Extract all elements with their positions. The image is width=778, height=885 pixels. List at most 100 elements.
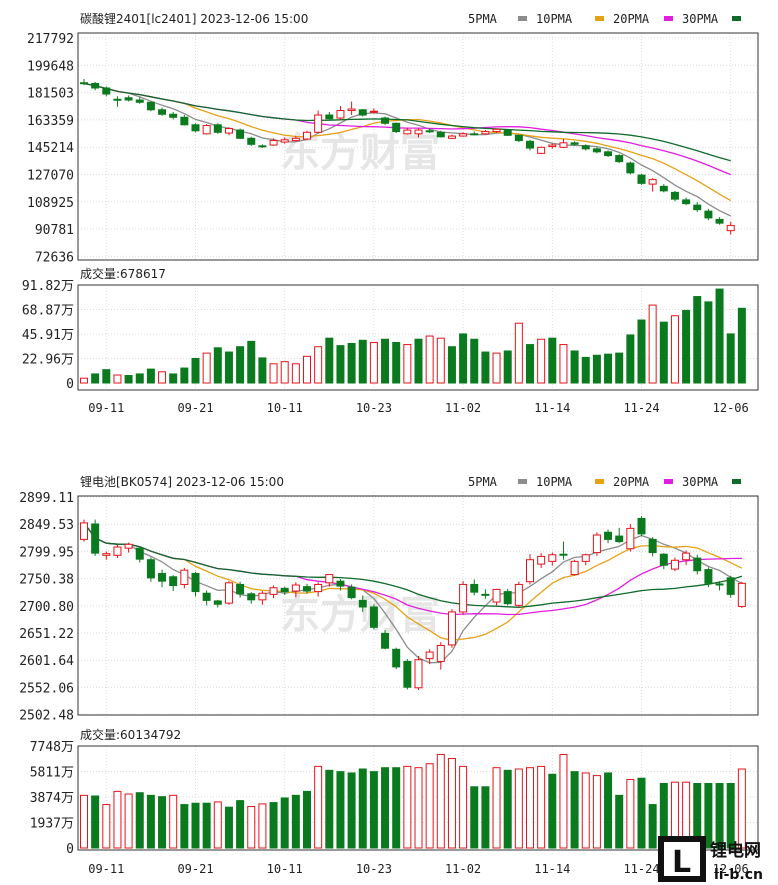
candle bbox=[492, 128, 501, 134]
candle-body bbox=[537, 555, 546, 565]
candle bbox=[191, 571, 200, 597]
volume-bar bbox=[414, 767, 423, 849]
chart-2-volume-label: 成交量:60134792 bbox=[80, 727, 181, 742]
ma30-swatch bbox=[732, 16, 741, 21]
candle-body bbox=[258, 145, 267, 148]
candle bbox=[325, 574, 334, 587]
site-logo: L 锂电网 li-b.cn bbox=[658, 836, 763, 883]
candle bbox=[180, 115, 189, 126]
volume-bar bbox=[403, 344, 412, 384]
candle-body bbox=[481, 593, 490, 596]
candle bbox=[682, 550, 691, 566]
date-tick-label: 11-24 bbox=[623, 862, 659, 876]
candle-body bbox=[202, 592, 211, 601]
volume-bar bbox=[158, 796, 167, 849]
volume-bar bbox=[102, 369, 111, 384]
candle bbox=[325, 112, 334, 120]
volume-bar bbox=[291, 363, 300, 384]
candle-body bbox=[470, 133, 479, 136]
volume-bar bbox=[213, 801, 222, 849]
candle bbox=[102, 551, 111, 560]
volume-bar bbox=[570, 771, 579, 849]
candle bbox=[135, 547, 144, 563]
volume-bar bbox=[436, 337, 445, 384]
ma5-swatch bbox=[518, 16, 527, 21]
candle bbox=[425, 649, 434, 665]
candle-body bbox=[336, 110, 345, 119]
volume-bar bbox=[514, 322, 523, 384]
volume-bar bbox=[503, 769, 512, 849]
candle bbox=[592, 532, 601, 556]
candle bbox=[91, 81, 100, 91]
chart-1-legend-ma20: 20PMA bbox=[613, 12, 650, 26]
volume-bar bbox=[615, 794, 624, 849]
candle-body bbox=[526, 140, 534, 149]
candle-body bbox=[604, 151, 613, 157]
volume-bar bbox=[659, 321, 668, 384]
candle-body bbox=[180, 116, 189, 126]
candle bbox=[447, 134, 456, 140]
volume-bar bbox=[314, 346, 323, 384]
volume-bar bbox=[91, 373, 100, 384]
candle bbox=[314, 110, 323, 134]
volume-tick-label: 45.91万 bbox=[22, 328, 74, 343]
candle bbox=[358, 109, 367, 117]
candle bbox=[358, 595, 367, 612]
candle-body bbox=[135, 547, 144, 560]
candle-body bbox=[492, 128, 501, 133]
price-tick-label: 108925 bbox=[27, 196, 74, 211]
candle-body bbox=[637, 174, 646, 184]
candle bbox=[314, 582, 323, 597]
volume-bar bbox=[191, 357, 200, 384]
candle-body bbox=[291, 584, 300, 592]
candle-body bbox=[314, 114, 323, 133]
price-tick-label: 72636 bbox=[35, 250, 74, 265]
candle bbox=[548, 552, 557, 566]
candle bbox=[258, 144, 267, 149]
candle-body bbox=[715, 583, 724, 586]
volume-bar bbox=[492, 352, 501, 384]
volume-bar bbox=[358, 768, 367, 849]
chart-1-date-axis: 09-11 09-21 10-11 10-23 11-02 11-14 11-24 12-06 bbox=[88, 401, 749, 415]
candle bbox=[604, 529, 613, 544]
price-tick-label: 90781 bbox=[35, 223, 74, 238]
date-tick-label: 11-02 bbox=[445, 401, 481, 415]
volume-tick-label: 1937万 bbox=[30, 817, 74, 832]
price-tick-label: 163359 bbox=[27, 114, 74, 129]
candle-body bbox=[704, 569, 713, 584]
candle bbox=[180, 567, 189, 589]
volume-bar bbox=[581, 772, 590, 849]
candle bbox=[213, 123, 222, 134]
chart-2-legend: 5PMA 10PMA 20PMA 30PMA bbox=[468, 475, 741, 489]
candle bbox=[247, 136, 256, 146]
candle-body bbox=[459, 583, 468, 613]
candle bbox=[224, 581, 233, 605]
volume-bar bbox=[291, 794, 300, 849]
candle-body bbox=[369, 606, 378, 628]
candle bbox=[347, 101, 356, 116]
candle-body bbox=[358, 109, 367, 116]
candle bbox=[236, 581, 245, 598]
price-tick-label: 217792 bbox=[27, 32, 74, 47]
candle-body bbox=[381, 117, 390, 124]
candle bbox=[158, 569, 167, 588]
volume-bar bbox=[135, 792, 144, 849]
date-tick-label: 10-23 bbox=[356, 401, 392, 415]
candle-body bbox=[670, 191, 679, 200]
candle-body bbox=[191, 124, 200, 132]
candle bbox=[336, 578, 345, 591]
volume-bar bbox=[369, 771, 378, 849]
candle-body bbox=[91, 523, 100, 554]
volume-bar bbox=[447, 346, 456, 384]
volume-bar bbox=[559, 754, 568, 849]
volume-bar bbox=[236, 346, 245, 384]
candle bbox=[336, 106, 345, 120]
candle-body bbox=[269, 587, 278, 595]
chart-1-price-axis: 217792 199648 181503 163359 145214 127070 1089… bbox=[27, 32, 74, 265]
volume-bar bbox=[381, 767, 390, 849]
candle-body bbox=[403, 129, 412, 135]
candle-body bbox=[648, 538, 657, 554]
volume-bar bbox=[648, 304, 657, 384]
logo-url-text: li-b.cn bbox=[714, 867, 763, 883]
date-tick-label: 09-21 bbox=[177, 862, 213, 876]
